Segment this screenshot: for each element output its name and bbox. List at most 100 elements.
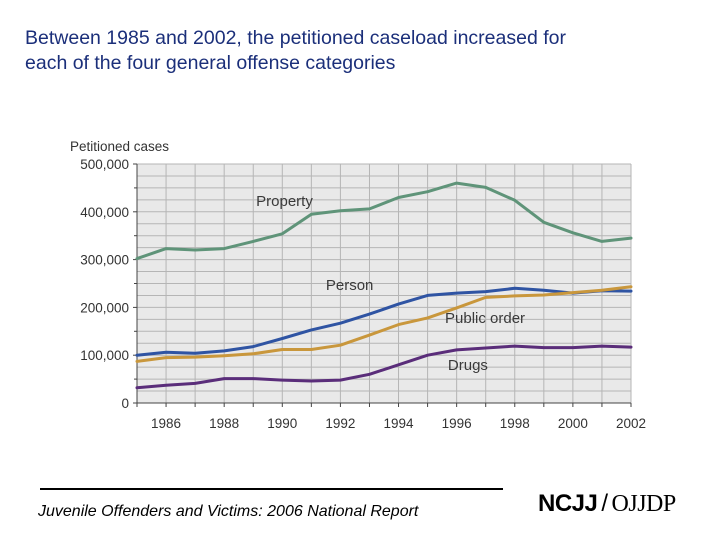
data-point-drugs bbox=[572, 346, 574, 349]
axes: 0 100,000 200,000 300,000 400,000 500,000 1986… bbox=[80, 157, 646, 431]
data-point-public-order bbox=[194, 356, 196, 358]
data-point-public-order bbox=[572, 291, 574, 294]
data-point-person bbox=[513, 287, 516, 290]
data-point-property bbox=[223, 247, 225, 250]
headline-line-1: Between 1985 and 2002, the petitioned ca… bbox=[25, 27, 566, 49]
data-point-drugs bbox=[513, 345, 516, 347]
x-tick-label: 1998 bbox=[500, 416, 530, 431]
data-point-drugs bbox=[136, 386, 138, 389]
data-point-drugs bbox=[281, 379, 284, 381]
data-point-person bbox=[484, 290, 487, 293]
data-point-property bbox=[281, 232, 284, 235]
data-point-property bbox=[572, 232, 574, 234]
data-point-public-order bbox=[426, 317, 429, 319]
ncjj-logo-text: NCJJ bbox=[538, 490, 598, 517]
data-point-drugs bbox=[543, 346, 545, 349]
series-label-public-order: Public order bbox=[445, 310, 525, 327]
data-point-person bbox=[543, 289, 545, 291]
data-point-drugs bbox=[194, 382, 196, 385]
data-point-person bbox=[223, 350, 225, 352]
data-point-property bbox=[484, 186, 487, 189]
data-point-public-order bbox=[630, 286, 632, 288]
data-point-drugs bbox=[601, 345, 603, 347]
x-tick-label: 1986 bbox=[151, 416, 181, 431]
data-point-public-order bbox=[513, 295, 516, 297]
data-point-property bbox=[513, 199, 516, 202]
y-axis-label: Petitioned cases bbox=[70, 139, 169, 154]
data-point-drugs bbox=[426, 354, 429, 357]
series-line-public-order bbox=[135, 285, 633, 363]
data-point-drugs bbox=[339, 379, 342, 381]
data-point-person bbox=[630, 290, 632, 292]
x-tick-label: 1988 bbox=[209, 416, 239, 431]
data-point-public-order bbox=[165, 356, 167, 359]
x-tick-label: 1994 bbox=[384, 416, 415, 431]
data-point-property bbox=[426, 190, 429, 193]
data-point-person bbox=[310, 329, 313, 331]
data-point-public-order bbox=[252, 352, 255, 355]
y-tick-label: 400,000 bbox=[80, 205, 129, 220]
data-point-person bbox=[368, 313, 371, 315]
ojjdp-logo-text: OJJDP bbox=[611, 491, 677, 517]
data-point-public-order bbox=[397, 323, 400, 326]
data-point-public-order bbox=[601, 289, 603, 291]
x-tick-label: 1992 bbox=[325, 416, 355, 431]
data-point-drugs bbox=[368, 373, 371, 376]
data-point-public-order bbox=[339, 344, 342, 346]
petitioned-cases-line-chart: Petitioned cases 0 100,000 200,000 300,000 4… bbox=[70, 139, 646, 431]
data-point-property bbox=[455, 182, 458, 184]
data-point-public-order bbox=[281, 348, 284, 351]
series-line-property bbox=[135, 181, 633, 261]
series-lines bbox=[135, 181, 633, 390]
data-point-public-order bbox=[310, 348, 313, 351]
grid bbox=[137, 163, 632, 403]
data-point-property bbox=[165, 247, 167, 250]
data-point-public-order bbox=[484, 296, 487, 299]
data-point-public-order bbox=[543, 294, 545, 296]
data-point-property bbox=[543, 221, 545, 224]
logo-slash: / bbox=[601, 490, 608, 517]
series-label-property: Property bbox=[256, 193, 313, 210]
y-tick-label: 200,000 bbox=[80, 300, 129, 315]
data-point-property bbox=[630, 237, 632, 239]
data-point-person bbox=[252, 345, 255, 348]
x-tick-label: 1990 bbox=[267, 416, 297, 431]
data-point-property bbox=[310, 213, 313, 215]
data-point-public-order bbox=[455, 307, 458, 309]
data-point-drugs bbox=[630, 346, 632, 348]
x-tick-label: 2000 bbox=[558, 416, 588, 431]
series-label-person: Person bbox=[326, 277, 374, 294]
data-point-person bbox=[426, 294, 429, 297]
data-point-drugs bbox=[252, 377, 255, 380]
data-point-public-order bbox=[223, 354, 225, 357]
data-point-person bbox=[194, 352, 196, 355]
series-label-drugs: Drugs bbox=[448, 357, 488, 374]
footer-divider bbox=[40, 488, 503, 490]
data-point-property bbox=[194, 249, 196, 251]
data-point-property bbox=[136, 257, 138, 260]
data-point-drugs bbox=[223, 377, 225, 380]
y-tick-label: 500,000 bbox=[80, 157, 129, 172]
y-tick-label: 300,000 bbox=[80, 253, 129, 268]
x-tick-label: 1996 bbox=[442, 416, 472, 431]
data-point-person bbox=[281, 337, 284, 340]
series-line-person bbox=[135, 286, 633, 357]
headline: Between 1985 and 2002, the petitioned ca… bbox=[25, 26, 705, 76]
data-point-property bbox=[601, 240, 603, 243]
headline-line-2: each of the four general offense categor… bbox=[25, 52, 396, 74]
data-point-drugs bbox=[397, 363, 400, 366]
data-point-property bbox=[252, 240, 255, 243]
data-point-person bbox=[136, 354, 138, 357]
data-point-drugs bbox=[455, 349, 458, 351]
data-point-property bbox=[339, 210, 342, 212]
data-point-drugs bbox=[165, 384, 167, 387]
data-point-person bbox=[165, 351, 167, 354]
x-tick-label: 2002 bbox=[616, 416, 646, 431]
report-title: Juvenile Offenders and Victims: 2006 Nat… bbox=[38, 503, 419, 520]
data-point-property bbox=[368, 208, 371, 210]
series-line-drugs bbox=[135, 344, 633, 390]
data-point-drugs bbox=[310, 380, 313, 382]
data-point-public-order bbox=[136, 360, 138, 363]
data-point-property bbox=[397, 196, 400, 199]
ncjj-ojjdp-logo: NCJJ / OJJDP bbox=[538, 490, 676, 518]
